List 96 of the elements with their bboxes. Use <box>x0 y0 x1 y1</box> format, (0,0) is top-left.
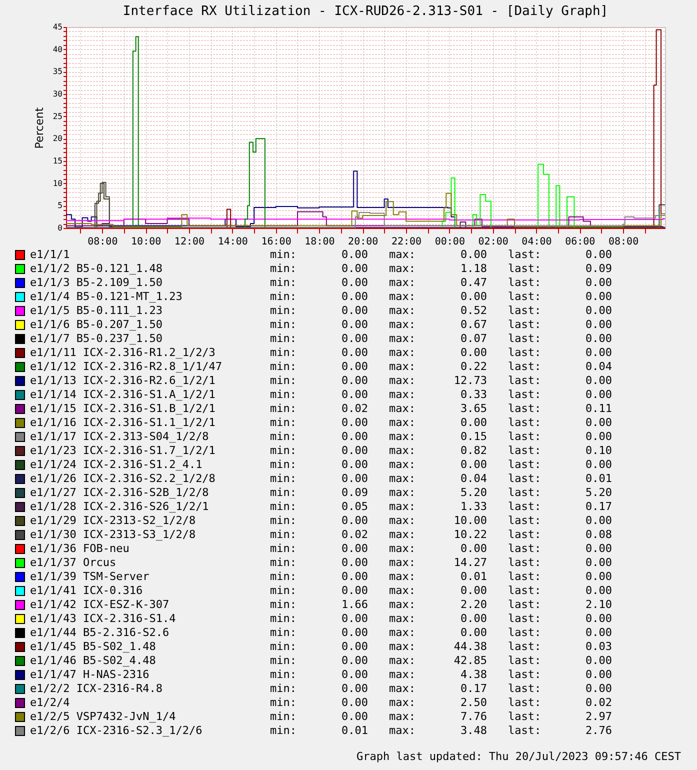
text: min: 0.00 max: 4.38 last: 0.00 <box>270 668 612 681</box>
text: min: 0.01 max: 3.48 last: 2.76 <box>270 724 612 737</box>
text: min: 0.00 max: 0.00 last: 0.00 <box>270 584 612 597</box>
y-tick-label: 10 <box>52 178 63 188</box>
text: min: 0.00 max: 0.22 last: 0.04 <box>270 360 612 373</box>
text: min: 0.00 max: 7.76 last: 2.97 <box>270 710 612 723</box>
legend-label: e1/2/6 ICX-2316-S2.3_1/2/6 <box>30 724 202 737</box>
text: min: 0.00 max: 0.00 last: 0.00 <box>270 542 612 555</box>
text: min: 0.02 max: 10.22 last: 0.08 <box>270 528 612 541</box>
legend-label: e1/1/23 ICX-2.316-S1.7_1/2/1 <box>30 444 216 457</box>
legend-label: e1/1/28 ICX-2.316-S26_1/2/1 <box>30 500 209 513</box>
y-tick-label: 35 <box>52 67 63 76</box>
text: min: 1.66 max: 2.20 last: 2.10 <box>270 598 612 611</box>
y-tick-label: 25 <box>52 112 63 121</box>
text: min: 0.00 max: 0.17 last: 0.00 <box>270 682 612 695</box>
text: min: 0.00 max: 10.00 last: 0.00 <box>270 514 612 527</box>
text: min: 0.00 max: 0.82 last: 0.10 <box>270 444 612 457</box>
y-tick-label: 5 <box>58 201 63 210</box>
legend-label: e1/1/12 ICX-2.316-R2.8_1/1/47 <box>30 360 222 373</box>
text: min: 0.09 max: 5.20 last: 5.20 <box>270 486 612 499</box>
text: min: 0.00 max: 0.00 last: 0.00 <box>270 346 612 359</box>
x-tick-label: 20:00 <box>348 236 378 248</box>
text: min: 0.02 max: 3.65 last: 0.11 <box>270 402 612 415</box>
legend-label: e1/2/5 VSP7432-JvN_1/4 <box>30 710 176 723</box>
x-tick-label: 14:00 <box>218 236 248 248</box>
text: min: 0.00 max: 44.38 last: 0.03 <box>270 640 612 653</box>
x-tick-label: 02:00 <box>478 236 508 248</box>
y-tick-label: 30 <box>52 90 63 98</box>
text: min: 0.00 max: 0.00 last: 0.00 <box>270 248 612 261</box>
text: min: 0.00 max: 0.52 last: 0.00 <box>270 304 612 317</box>
legend-label: e1/1/39 TSM-Server <box>30 570 150 583</box>
legend-label: e1/1/17 ICX-2.313-S04_1/2/8 <box>30 430 209 443</box>
legend-label: e1/1/1 <box>30 248 70 261</box>
legend-label: e1/1/6 B5-0.207_1.50 <box>30 318 162 331</box>
legend-label: e1/1/46 B5-S02_4.48 <box>30 654 156 667</box>
legend-label: e1/1/2 B5-0.121_1.48 <box>30 262 162 275</box>
legend-label: e1/1/27 ICX-2.316-S2B_1/2/8 <box>30 486 209 499</box>
legend-label: e1/1/36 FOB-neu <box>30 542 130 555</box>
legend-label: e1/1/45 B5-S02_1.48 <box>30 640 156 653</box>
legend-label: e1/1/37 Orcus <box>30 556 116 569</box>
legend-label: e1/1/44 B5-2.316-S2.6 <box>30 626 170 639</box>
legend-label: e1/2/2 ICX-2316-R4.8 <box>30 682 162 695</box>
text: min: 0.00 max: 2.50 last: 0.02 <box>270 696 612 709</box>
x-tick-label: 18:00 <box>304 236 335 248</box>
y-tick-label: 45 <box>52 22 63 32</box>
text: min: 0.00 max: 1.18 last: 0.09 <box>270 262 612 275</box>
x-tick-label: 10:00 <box>131 236 162 248</box>
text: min: 0.00 max: 42.85 last: 0.00 <box>270 654 612 667</box>
text: min: 0.00 max: 0.00 last: 0.00 <box>270 612 612 625</box>
y-tick-label: 40 <box>52 44 63 54</box>
text: min: 0.00 max: 0.00 last: 0.00 <box>270 458 612 471</box>
legend-label: e1/1/47 H-NAS-2316 <box>30 668 150 681</box>
x-tick-label: 08:00 <box>88 236 118 248</box>
text: Graph last updated: Thu 20/Jul/2023 09:57:46 CEST <box>356 750 681 763</box>
x-tick-label: 12:00 <box>174 236 205 248</box>
y-tick-label: 15 <box>52 156 63 166</box>
text: min: 0.00 max: 0.00 last: 0.00 <box>270 290 612 303</box>
y-tick-label: 0 <box>58 224 63 232</box>
legend-label: e1/1/24 ICX-2.316-S1.2_4.1 <box>30 458 202 471</box>
text: min: 0.00 max: 12.73 last: 0.00 <box>270 374 612 387</box>
legend-label: e1/1/26 ICX-2.316-S2.2_1/2/8 <box>30 472 216 485</box>
y-axis-title: Percent <box>32 106 46 149</box>
x-tick-label: 00:00 <box>434 236 465 248</box>
legend-label: e1/1/7 B5-0.237_1.50 <box>30 332 162 345</box>
text: min: 0.00 max: 0.07 last: 0.00 <box>270 332 612 345</box>
legend-label: e1/1/29 ICX-2313-S2_1/2/8 <box>30 514 196 527</box>
x-tick-label: 16:00 <box>261 236 292 248</box>
y-tick-label: 20 <box>52 134 63 144</box>
legend-label: e1/1/16 ICX-2.316-S1.1_1/2/1 <box>30 416 216 429</box>
text: min: 0.00 max: 0.67 last: 0.00 <box>270 318 612 331</box>
legend-label: e1/1/13 ICX-2.316-R2.6_1/2/1 <box>30 374 216 387</box>
legend-label: e1/1/43 ICX-2.316-S1.4 <box>30 612 176 625</box>
x-tick-label: 22:00 <box>391 236 422 248</box>
legend-label: e1/1/42 ICX-ESZ-K-307 <box>30 598 170 611</box>
text: min: 0.00 max: 0.33 last: 0.00 <box>270 388 612 401</box>
text: min: 0.00 max: 0.00 last: 0.00 <box>270 626 612 639</box>
text: min: 0.00 max: 14.27 last: 0.00 <box>270 556 612 569</box>
legend-label: e1/1/15 ICX-2.316-S1.B_1/2/1 <box>30 402 216 415</box>
text: min: 0.00 max: 0.47 last: 0.00 <box>270 276 612 289</box>
x-tick-label: 08:00 <box>608 236 639 248</box>
legend-label: e1/1/30 ICX-2313-S3_1/2/8 <box>30 528 196 541</box>
legend-label: e1/1/41 ICX-0.316 <box>30 584 143 597</box>
text: min: 0.00 max: 0.01 last: 0.00 <box>270 570 612 583</box>
text: min: 0.05 max: 1.33 last: 0.17 <box>270 500 612 513</box>
text: min: 0.00 max: 0.04 last: 0.01 <box>270 472 612 485</box>
legend-label: e1/1/11 ICX-2.316-R1.2_1/2/3 <box>30 346 216 359</box>
legend-label: e1/2/4 <box>30 696 70 709</box>
legend-label: e1/1/3 B5-2.109_1.50 <box>30 276 162 289</box>
legend-label: e1/1/5 B5-0.111_1.23 <box>30 304 162 317</box>
x-tick-label: 06:00 <box>565 236 596 248</box>
text: min: 0.00 max: 0.00 last: 0.00 <box>270 416 612 429</box>
text: min: 0.00 max: 0.15 last: 0.00 <box>270 430 612 443</box>
x-tick-label: 04:00 <box>522 236 552 248</box>
legend-label: e1/1/4 B5-0.121-MT_1.23 <box>30 290 182 303</box>
legend-label: e1/1/14 ICX-2.316-S1.A_1/2/1 <box>30 388 216 401</box>
chart-title: Interface RX Utilization - ICX-RUD26-2.313-S01 - [Daily Graph] <box>122 4 608 19</box>
